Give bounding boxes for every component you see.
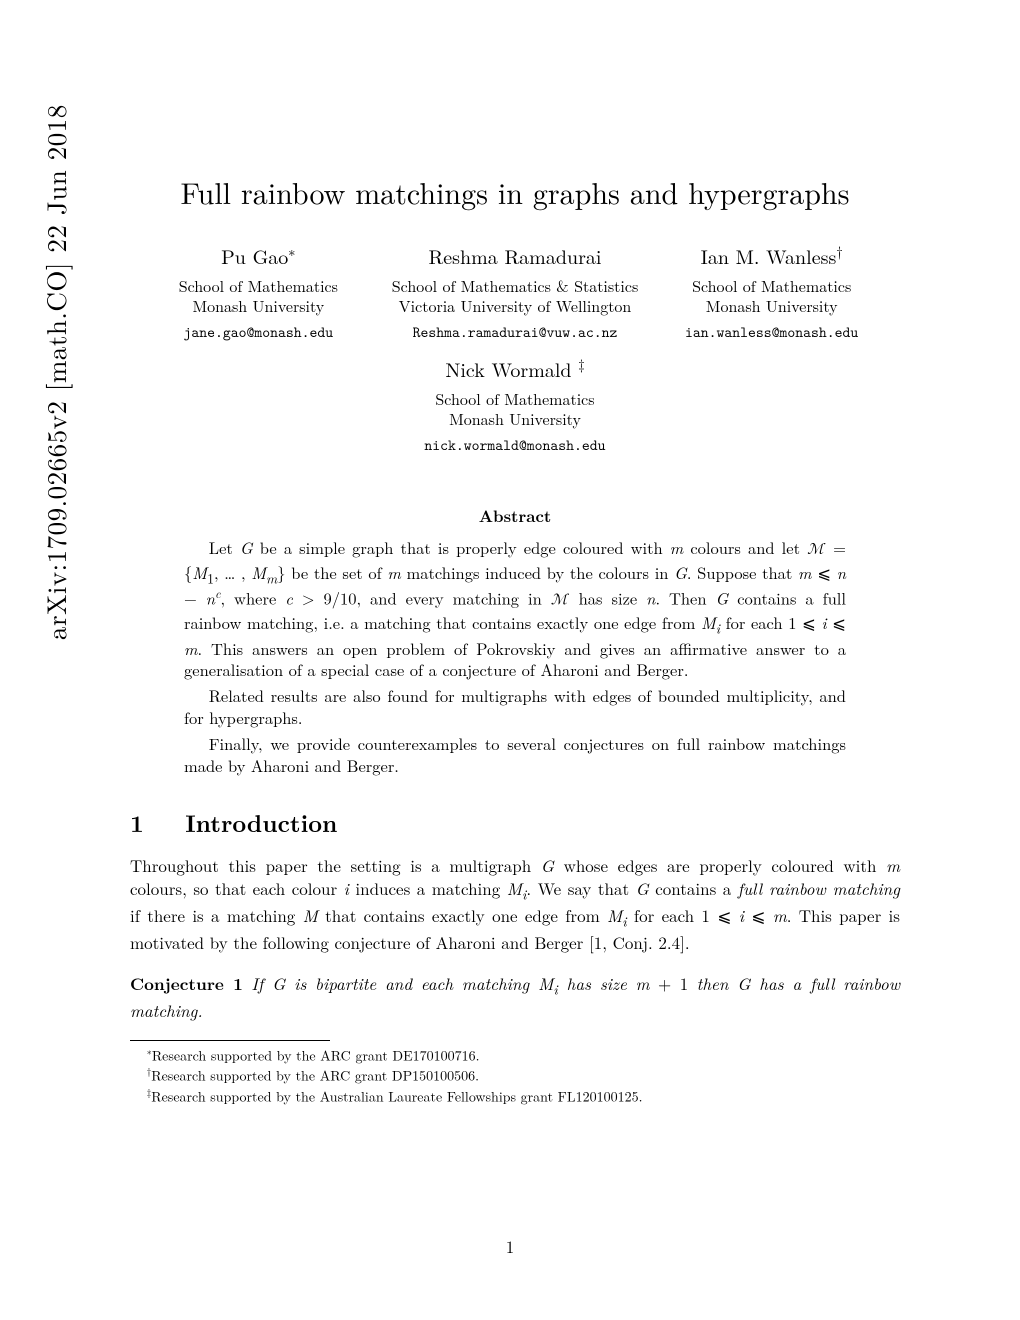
- author-block: Pu Gao∗ School of Mathematics Monash Uni…: [130, 241, 387, 342]
- abstract-paragraph: Related results are also found for multi…: [184, 685, 846, 729]
- authors-row-1: Pu Gao∗ School of Mathematics Monash Uni…: [130, 241, 900, 342]
- aff-line2: Monash University: [192, 294, 324, 317]
- intro-text: Throughout this paper the setting is a m…: [130, 854, 900, 954]
- footnote-text: Research supported by the Australian Lau…: [151, 1087, 642, 1107]
- author-name: Ian M. Wanless†: [643, 241, 900, 270]
- footnotes: ∗Research supported by the ARC grant DE1…: [130, 1045, 900, 1107]
- abstract-paragraph: Let G be a simple graph that is properly…: [184, 537, 846, 681]
- footnote-text: Research supported by the ARC grant DE17…: [152, 1045, 480, 1065]
- section-heading: 1 Introduction: [130, 806, 900, 840]
- authors-row-2: Nick Wormald ‡ School of Mathematics Mon…: [130, 354, 900, 455]
- paper-title: Full rainbow matchings in graphs and hyp…: [130, 170, 900, 213]
- author-name: Reshma Ramadurai: [387, 241, 644, 270]
- conjecture-text: If G is bipartite and each matching Mi h…: [130, 971, 900, 1022]
- aff-line2: Monash University: [449, 407, 581, 430]
- author-affiliation: School of Mathematics Monash University: [424, 389, 605, 429]
- section-title: Introduction: [185, 806, 337, 840]
- conjecture-block: Conjecture 1 If G is bipartite and each …: [130, 972, 900, 1022]
- conjecture-label: Conjecture 1: [130, 972, 243, 996]
- author-affiliation: School of Mathematics & Statistics Victo…: [387, 276, 644, 316]
- aff-line2: Victoria University of Wellington: [399, 294, 632, 317]
- section-number: 1: [130, 806, 144, 840]
- arxiv-identifier: arXiv:1709.02665v2 [math.CO] 22 Jun 2018: [36, 104, 74, 640]
- author-name: Nick Wormald ‡: [424, 354, 605, 383]
- author-block: Reshma Ramadurai School of Mathematics &…: [387, 241, 644, 342]
- author-email: ian.wanless@monash.edu: [643, 322, 900, 342]
- page-content: Full rainbow matchings in graphs and hyp…: [130, 170, 900, 1106]
- footnote: ∗Research supported by the ARC grant DE1…: [130, 1045, 900, 1066]
- author-affiliation: School of Mathematics Monash University: [130, 276, 387, 316]
- abstract-heading: Abstract: [184, 505, 846, 527]
- aff-line2: Monash University: [706, 294, 838, 317]
- abstract: Abstract Let G be a simple graph that is…: [184, 505, 846, 776]
- author-affiliation: School of Mathematics Monash University: [643, 276, 900, 316]
- author-block: Nick Wormald ‡ School of Mathematics Mon…: [424, 354, 605, 455]
- author-name-text: Reshma Ramadurai: [429, 241, 602, 270]
- author-name-text: Nick Wormald: [445, 354, 578, 383]
- author-name-text: Ian M. Wanless: [701, 241, 837, 270]
- page-number: 1: [0, 1234, 1020, 1258]
- author-name: Pu Gao∗: [130, 241, 387, 270]
- author-email: nick.wormald@monash.edu: [424, 435, 605, 455]
- abstract-paragraph: Finally, we provide counterexamples to s…: [184, 733, 846, 777]
- author-email: jane.gao@monash.edu: [130, 322, 387, 342]
- author-email: Reshma.ramadurai@vuw.ac.nz: [387, 322, 644, 342]
- footnote: ‡Research supported by the Australian La…: [130, 1086, 900, 1107]
- author-sup: †: [836, 241, 842, 261]
- author-sup: ‡: [578, 354, 584, 374]
- author-sup: ∗: [288, 241, 295, 261]
- footnote: †Research supported by the ARC grant DP1…: [130, 1065, 900, 1086]
- author-name-text: Pu Gao: [221, 241, 288, 270]
- author-block: Ian M. Wanless† School of Mathematics Mo…: [643, 241, 900, 342]
- intro-paragraph: Throughout this paper the setting is a m…: [130, 854, 900, 954]
- footnote-text: Research supported by the ARC grant DP15…: [151, 1066, 479, 1086]
- footnote-separator: [130, 1040, 330, 1041]
